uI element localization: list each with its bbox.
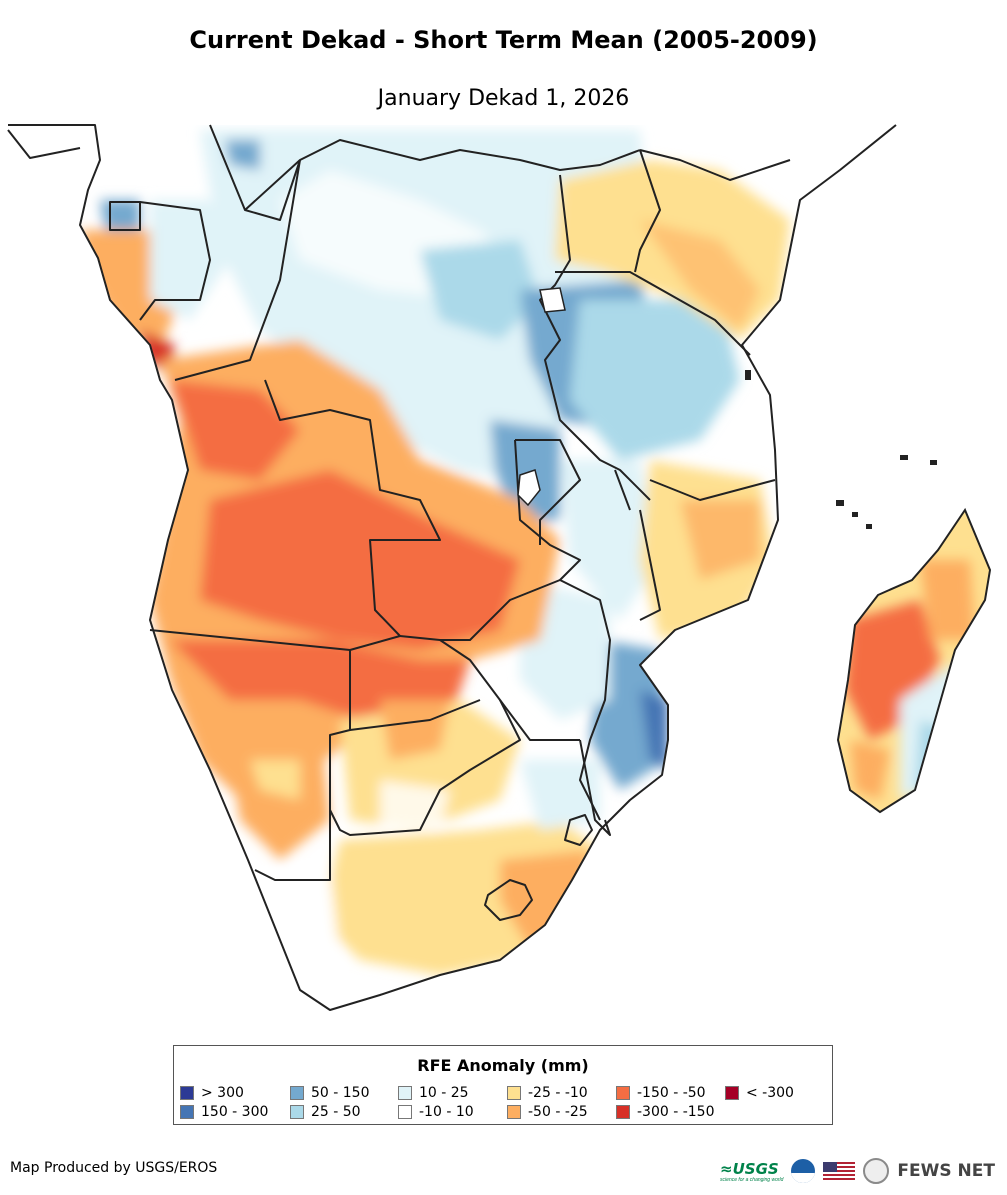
legend-swatch xyxy=(507,1105,521,1119)
legend-swatch xyxy=(398,1105,412,1119)
legend-swatch xyxy=(725,1086,739,1100)
legend-label: -150 - -50 xyxy=(637,1085,706,1101)
legend-item: < -300 xyxy=(725,1084,794,1102)
legend-item: -25 - -10 xyxy=(507,1084,588,1102)
fews-net-wordmark: FEWS NET xyxy=(897,1161,995,1181)
legend-label: 25 - 50 xyxy=(311,1104,361,1120)
mainland-anomaly-field xyxy=(8,125,896,1010)
legend-swatch xyxy=(290,1105,304,1119)
legend-item: -10 - 10 xyxy=(398,1103,474,1121)
legend-label: < -300 xyxy=(746,1085,794,1101)
legend-label: -300 - -150 xyxy=(637,1104,715,1120)
legend: RFE Anomaly (mm) > 300 150 - 300 50 - 150 2… xyxy=(173,1045,833,1125)
map-title: Current Dekad - Short Term Mean (2005-20… xyxy=(189,26,818,54)
legend-label: 150 - 300 xyxy=(201,1104,269,1120)
legend-grid: > 300 150 - 300 50 - 150 25 - 50 10 - 25 -10 … xyxy=(180,1084,830,1124)
legend-swatch xyxy=(180,1086,194,1100)
credit-text: Map Produced by USGS/EROS xyxy=(10,1160,218,1176)
legend-item: > 300 xyxy=(180,1084,244,1102)
legend-item: 25 - 50 xyxy=(290,1103,361,1121)
legend-item: -300 - -150 xyxy=(616,1103,715,1121)
legend-swatch xyxy=(290,1086,304,1100)
legend-swatch xyxy=(616,1086,630,1100)
legend-item: -150 - -50 xyxy=(616,1084,706,1102)
legend-title: RFE Anomaly (mm) xyxy=(417,1056,589,1075)
legend-swatch xyxy=(507,1086,521,1100)
legend-item: -50 - -25 xyxy=(507,1103,588,1121)
legend-swatch xyxy=(398,1086,412,1100)
noaa-logo-icon xyxy=(791,1159,816,1183)
legend-swatch xyxy=(616,1105,630,1119)
legend-item: 50 - 150 xyxy=(290,1084,370,1102)
legend-label: -10 - 10 xyxy=(419,1104,474,1120)
usgs-logo: ≈USGS science for a changing world xyxy=(720,1160,783,1183)
madagascar-outline xyxy=(836,507,992,814)
country-borders xyxy=(7,124,897,1011)
legend-label: -50 - -25 xyxy=(528,1104,588,1120)
madagascar-anomaly-field xyxy=(838,510,990,812)
us-flag-icon xyxy=(823,1162,856,1180)
lakes xyxy=(517,287,566,507)
legend-item: 150 - 300 xyxy=(180,1103,268,1121)
logo-bar: ≈USGS science for a changing world FEWS … xyxy=(720,1156,995,1186)
usgs-wordmark: ≈USGS xyxy=(720,1159,779,1178)
state-department-seal-icon xyxy=(863,1158,890,1184)
comoros-islands xyxy=(745,370,937,529)
map-subtitle: January Dekad 1, 2026 xyxy=(377,86,630,111)
anomaly-map xyxy=(7,124,992,1011)
legend-swatch xyxy=(180,1105,194,1119)
legend-label: 50 - 150 xyxy=(311,1085,370,1101)
legend-item: 10 - 25 xyxy=(398,1084,469,1102)
legend-label: 10 - 25 xyxy=(419,1085,469,1101)
legend-label: -25 - -10 xyxy=(528,1085,588,1101)
legend-label: > 300 xyxy=(201,1085,244,1101)
usgs-tagline: science for a changing world xyxy=(720,1176,784,1183)
